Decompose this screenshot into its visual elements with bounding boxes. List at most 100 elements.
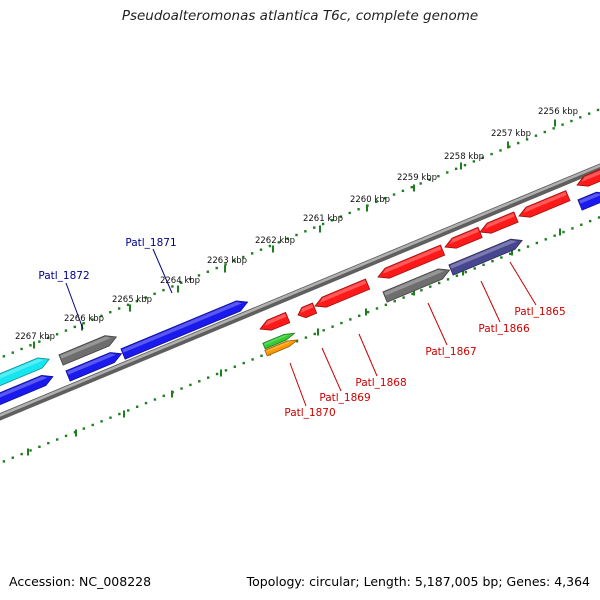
minor-tick (587, 112, 591, 115)
minor-tick (304, 230, 307, 233)
gene-arrow-orange (264, 339, 299, 357)
gene-label-patl-1867[interactable]: Patl_1867 (425, 346, 476, 358)
minor-tick (437, 281, 441, 285)
minor-tick (64, 434, 68, 438)
minor-tick (38, 445, 41, 449)
minor-tick (277, 241, 280, 244)
gene-arrow-gray-reverse-highlight (384, 269, 445, 296)
minor-tick (579, 116, 582, 119)
callout-line-patl-1871 (152, 248, 173, 294)
minor-tick (357, 208, 360, 211)
minor-tick (321, 222, 325, 226)
minor-tick (11, 351, 14, 354)
gene-arrow-patl-1866 (479, 211, 519, 234)
gene-label-patl-1868[interactable]: Patl_1868 (355, 377, 406, 389)
minor-tick (20, 452, 23, 456)
minor-tick (597, 216, 600, 219)
kbp-label: 2263 kbp (207, 256, 247, 266)
minor-tick (562, 230, 565, 234)
minor-tick (171, 285, 174, 288)
minor-tick (543, 130, 547, 134)
minor-tick (144, 296, 147, 299)
minor-tick (215, 372, 219, 376)
minor-tick (109, 416, 112, 419)
minor-tick (198, 380, 201, 383)
gene-arrow-forward-blue-3-highlight (579, 193, 600, 204)
minor-tick (348, 211, 351, 215)
gene-arrow-gray-reverse (382, 268, 451, 303)
minor-tick (11, 456, 14, 459)
gene-arrow-orange-highlight (266, 341, 293, 353)
minor-tick (144, 401, 148, 405)
minor-tick (473, 267, 476, 270)
minor-tick (109, 310, 112, 314)
minor-tick (118, 412, 121, 416)
minor-tick (117, 307, 121, 310)
gene-arrow-patl-1867 (444, 226, 483, 249)
minor-tick (463, 163, 467, 167)
minor-tick (517, 249, 521, 252)
minor-tick (233, 365, 237, 368)
minor-tick (73, 431, 77, 434)
gene-arrow-green (262, 332, 296, 350)
minor-tick (73, 325, 77, 329)
minor-tick (561, 123, 564, 126)
kbp-label: 2265 kbp (112, 295, 152, 305)
minor-tick (197, 274, 201, 277)
gene-arrow-red-b-highlight (300, 304, 314, 313)
minor-tick (330, 219, 334, 222)
gene-arrow-red-b (297, 302, 318, 319)
minor-tick (47, 441, 50, 445)
gene-arrow-slate (448, 238, 523, 276)
kbp-label: 2267 kbp (15, 332, 55, 342)
gene-arrow-forward-blue (0, 374, 54, 406)
gene-label-patl-1869[interactable]: Patl_1869 (319, 392, 370, 404)
accession-text: Accession: NC_008228 (9, 574, 152, 589)
minor-tick (464, 270, 468, 274)
minor-tick (534, 134, 538, 137)
minor-tick (188, 277, 192, 281)
backbone (0, 163, 600, 421)
minor-tick (82, 427, 86, 430)
minor-tick (366, 310, 370, 314)
minor-tick (446, 278, 450, 281)
minor-tick (420, 289, 423, 292)
minor-tick (55, 333, 59, 336)
kbp-label: 2266 kbp (64, 314, 104, 324)
gene-label-patl-1871[interactable]: Patl_1871 (125, 237, 176, 249)
minor-tick (250, 252, 254, 255)
minor-tick (162, 288, 165, 292)
minor-tick (153, 292, 156, 296)
gene-label-patl-1870[interactable]: Patl_1870 (284, 407, 335, 419)
gene-label-patl-1872[interactable]: Patl_1872 (38, 270, 89, 282)
minor-tick (38, 340, 41, 343)
gene-label-patl-1865[interactable]: Patl_1865 (514, 306, 565, 318)
minor-tick (64, 329, 68, 332)
minor-tick (401, 189, 405, 193)
gene-arrow-patl-1869-highlight (319, 280, 367, 303)
gene-arrow-forward-blue-2 (65, 352, 123, 382)
minor-tick (509, 252, 512, 256)
gene-label-patl-1866[interactable]: Patl_1866 (478, 323, 530, 335)
minor-tick (206, 376, 210, 379)
callout-line-patl-1867 (427, 302, 448, 346)
minor-tick (481, 156, 484, 159)
minor-tick (491, 259, 494, 263)
gene-arrow-patl-1866-highlight (484, 213, 515, 229)
gene-arrow-forward-blue-2-highlight (67, 353, 116, 375)
gene-arrow-forward-blue-highlight (0, 376, 48, 398)
minor-tick (47, 336, 50, 340)
gene-arrow-patl-1871 (120, 300, 249, 360)
minor-tick (526, 245, 530, 248)
minor-tick (392, 193, 396, 196)
minor-tick (224, 263, 227, 266)
minor-tick (162, 394, 165, 398)
minor-tick (596, 108, 600, 112)
minor-tick (242, 361, 245, 365)
minor-tick (322, 329, 325, 332)
minor-tick (82, 322, 85, 325)
minor-tick (100, 420, 103, 423)
minor-tick (358, 314, 361, 317)
gene-arrow-patl-1865 (518, 190, 571, 218)
